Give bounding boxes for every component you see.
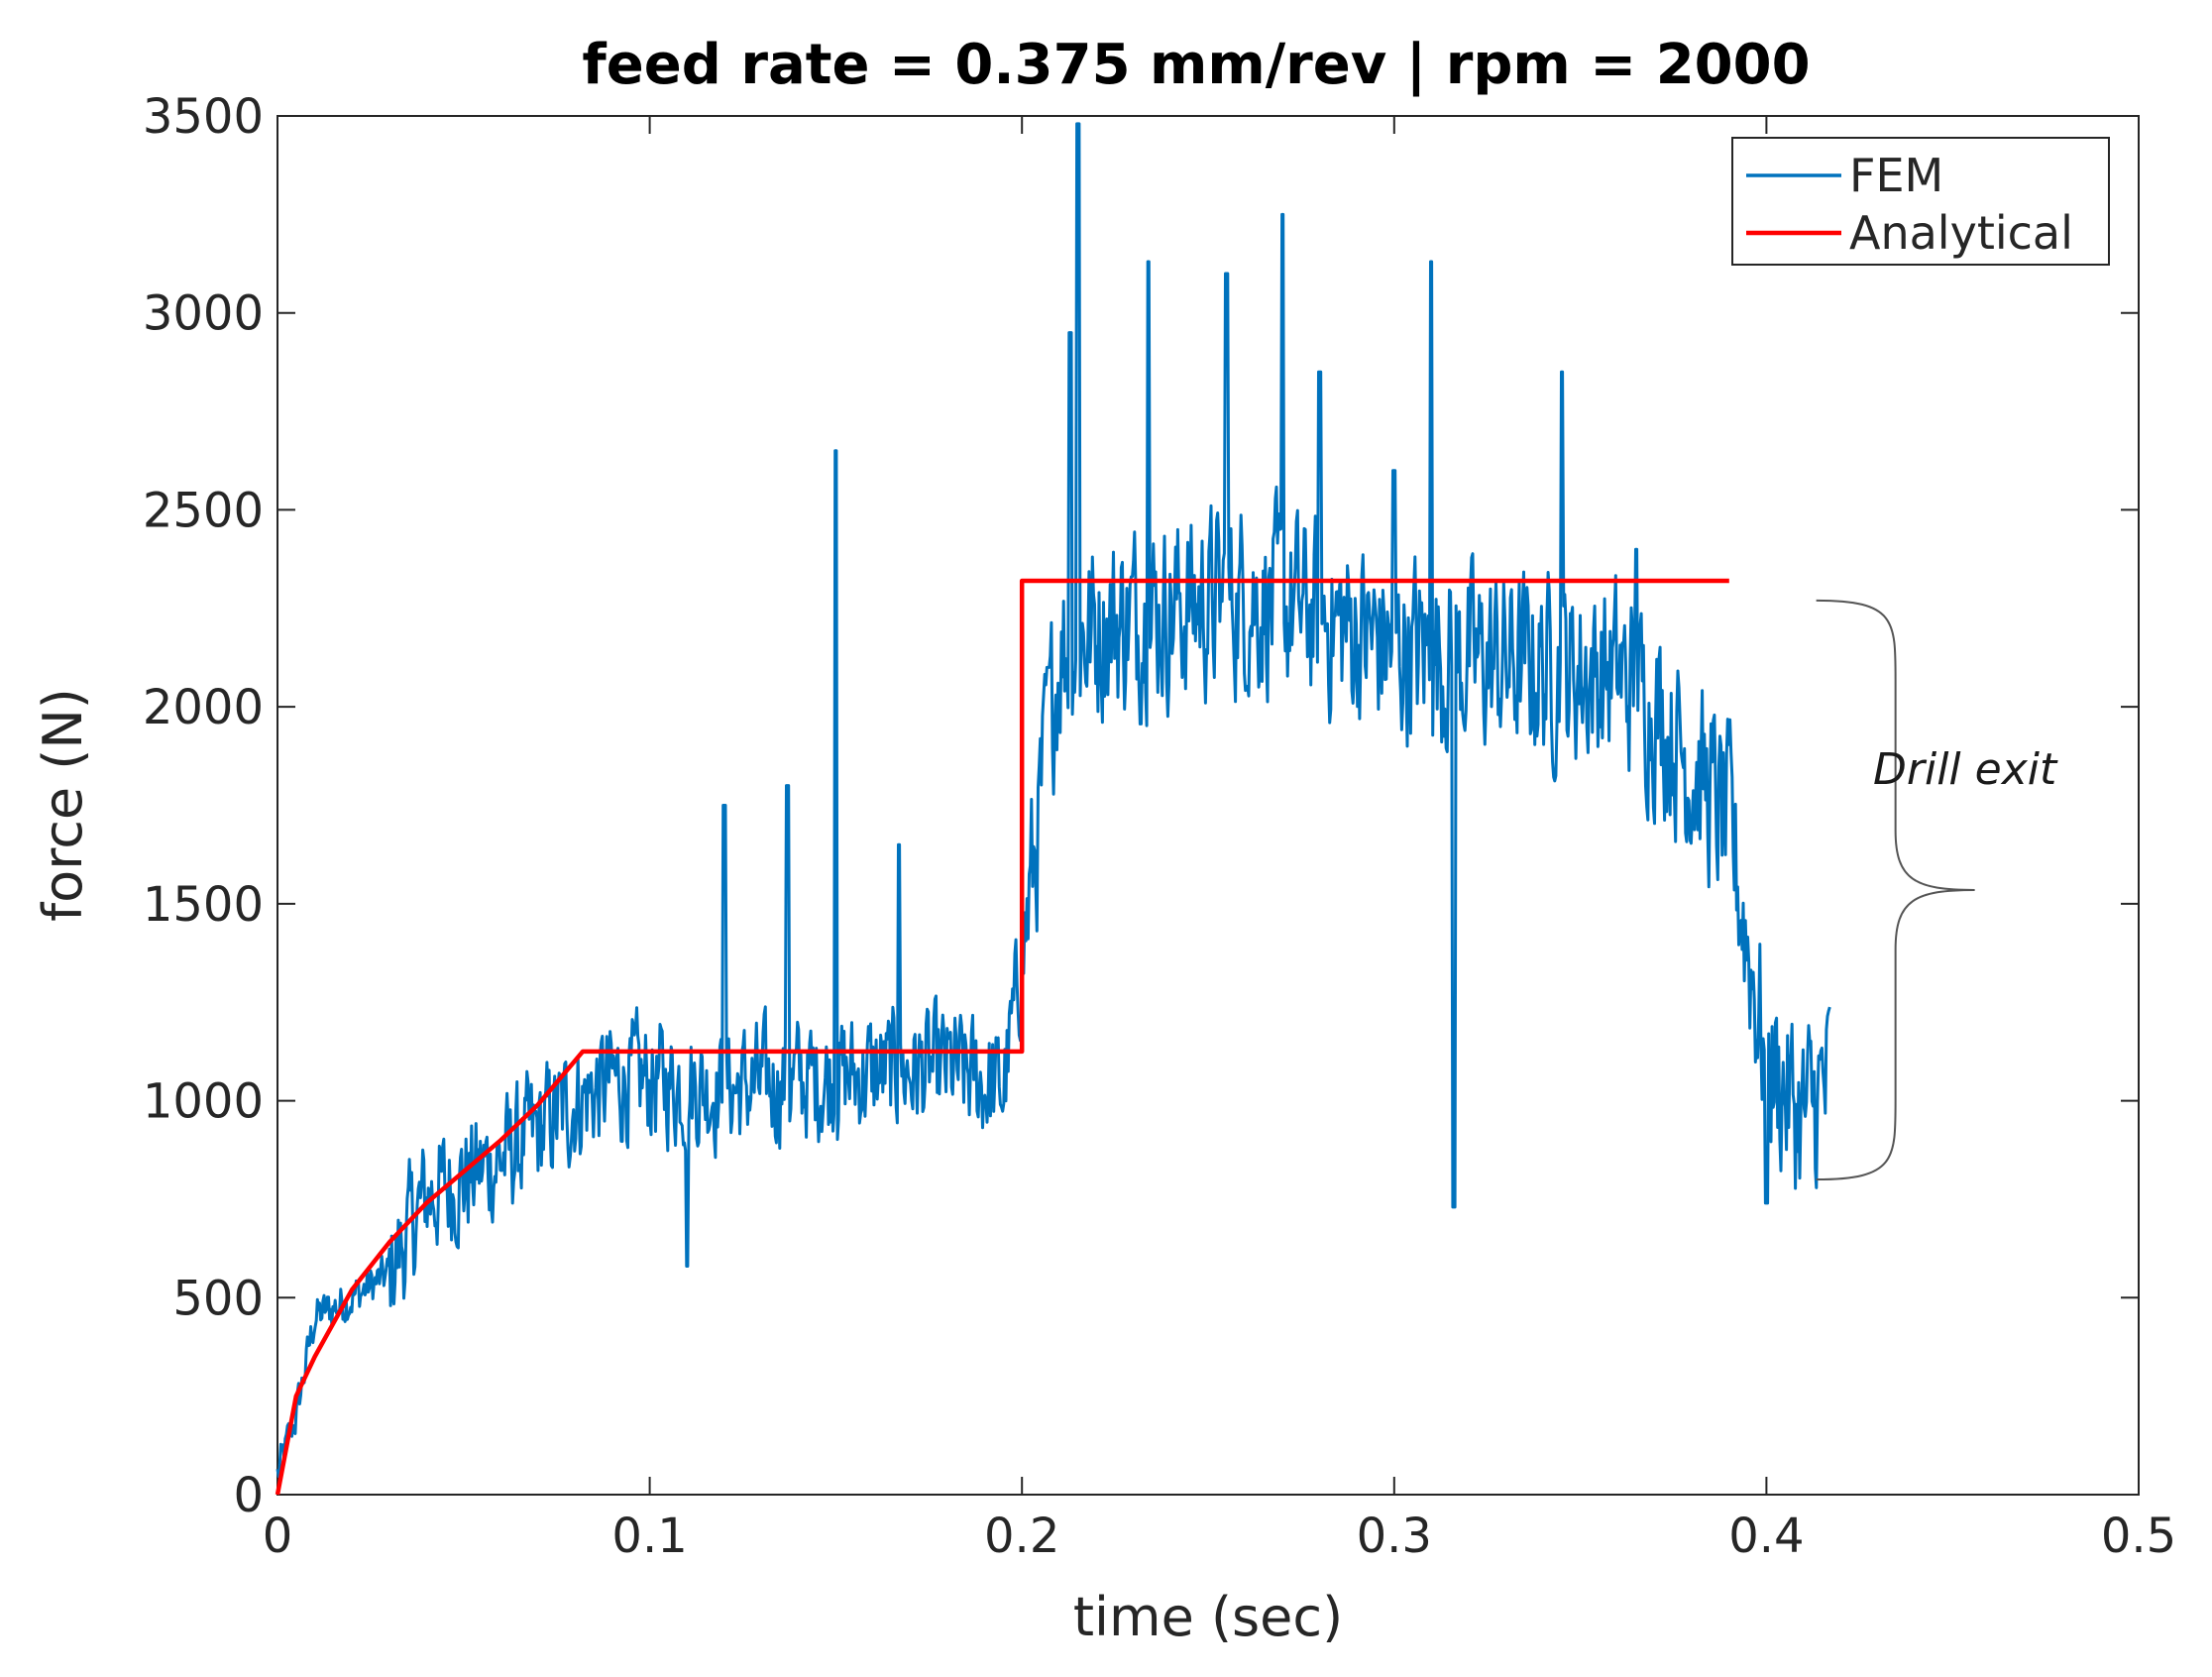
y-tick-label: 500 <box>172 1271 264 1326</box>
x-tick-label: 0.3 <box>1357 1509 1432 1564</box>
x-tick-label: 0.1 <box>611 1509 687 1564</box>
y-tick-label: 2500 <box>143 483 264 538</box>
y-tick-label: 3500 <box>143 89 264 145</box>
drill-exit-brace <box>1816 599 1975 1181</box>
axis-ticks: 0 0.1 0.2 0.3 0.4 0.5 0 500 1000 1500 2000 2500 3000… <box>143 89 2176 1564</box>
x-tick-label: 0.5 <box>2101 1509 2176 1564</box>
legend-label: Analytical <box>1849 206 2073 260</box>
y-tick-label: 3000 <box>143 286 264 342</box>
analytical-series-line <box>275 578 1729 1496</box>
drill-exit-label: Drill exit <box>1873 744 2058 795</box>
fem-series-line <box>276 122 1831 1479</box>
y-axis-label: force (N) <box>32 688 94 922</box>
legend-label: FEM <box>1849 149 1943 202</box>
plot-frame <box>276 115 2140 1496</box>
plot-area <box>276 115 2140 1496</box>
y-tick-label: 0 <box>233 1468 264 1523</box>
x-tick-label: 0.4 <box>1728 1509 1804 1564</box>
y-tick-label: 2000 <box>143 680 264 735</box>
series-layer <box>275 122 1831 1496</box>
annotations: Drill exit <box>1816 599 2058 1181</box>
y-tick-label: 1500 <box>143 877 264 933</box>
x-axis-label: time (sec) <box>1073 1586 1343 1648</box>
x-tick-label: 0.2 <box>984 1509 1059 1564</box>
legend-box <box>1731 137 2110 266</box>
y-tick-label: 1000 <box>143 1074 264 1130</box>
x-tick-label: 0 <box>263 1509 293 1564</box>
chart-title: feed rate = 0.375 mm/rev | rpm = 2000 <box>582 33 1810 97</box>
